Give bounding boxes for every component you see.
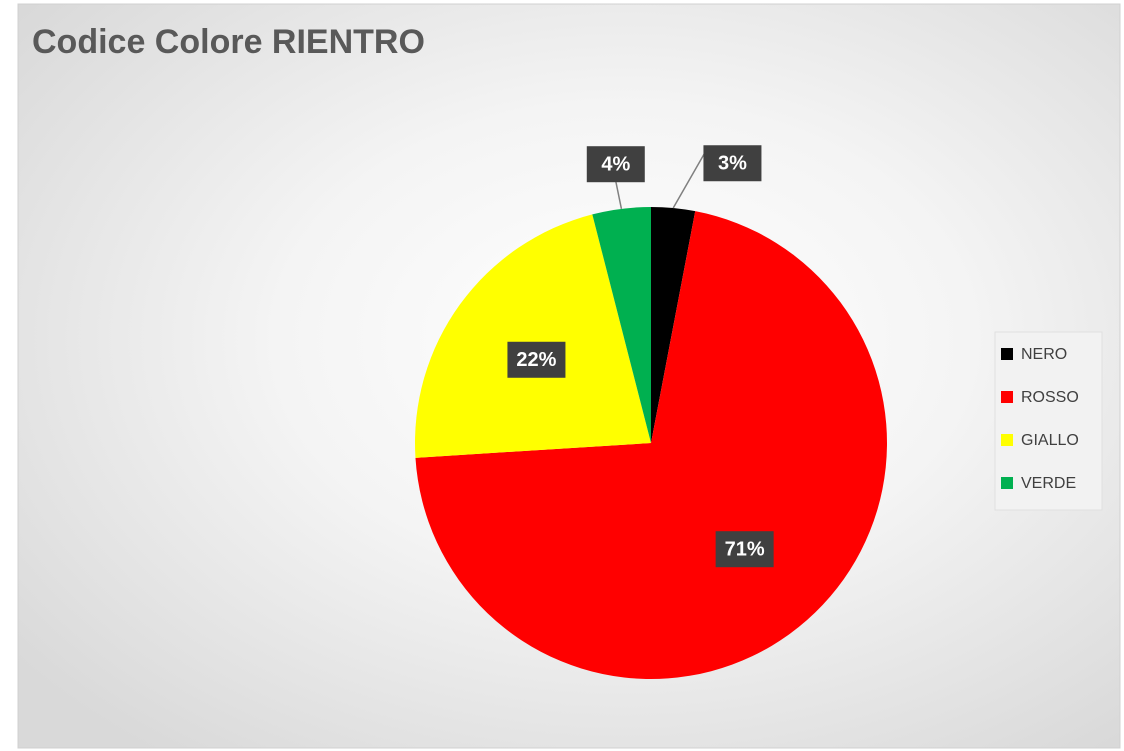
pie-slice [592,207,651,443]
pie-slice [651,207,696,443]
legend-label: VERDE [1021,475,1076,492]
legend-label: ROSSO [1021,389,1079,406]
legend-label: NERO [1021,346,1067,363]
data-label: 71% [725,538,765,560]
leader-line [615,181,623,210]
data-label-box [507,341,566,378]
data-label: 22% [516,349,556,371]
data-label-box [715,531,774,568]
data-label-box [703,145,762,182]
chart-title: Codice Colore RIENTRO [32,23,425,61]
data-label: 4% [601,153,630,175]
legend-swatch [1001,477,1013,489]
legend-label: GIALLO [1021,432,1079,449]
legend-swatch [1001,391,1013,403]
pie-slice [415,214,651,458]
data-label-box [586,146,645,183]
legend-swatch [1001,434,1013,446]
legend-swatch [1001,348,1013,360]
data-label: 3% [718,153,747,175]
